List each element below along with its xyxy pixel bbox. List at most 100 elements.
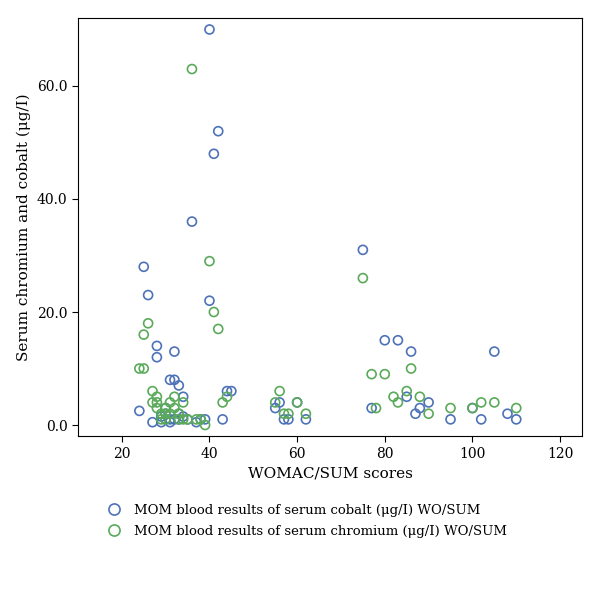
Point [170,415,179,424]
Point [152,398,161,407]
Y-axis label: Serum chromium and cobalt (μg/I): Serum chromium and cobalt (μg/I) [17,93,31,361]
Point [161,409,170,419]
Point [406,364,416,373]
Point [205,25,214,35]
Point [358,245,368,255]
X-axis label: WOMAC/SUM scores: WOMAC/SUM scores [248,466,412,481]
Point [209,149,218,159]
Point [292,398,302,407]
Point [148,418,157,427]
Point [161,415,170,424]
Point [157,409,166,419]
Point [279,409,289,419]
Point [139,330,149,339]
Point [134,406,144,416]
Point [275,398,284,407]
Point [367,403,376,413]
Point [178,398,188,407]
Point [196,415,206,424]
Point [165,375,175,385]
Point [284,409,293,419]
Point [415,392,425,402]
Point [165,415,175,424]
Point [503,409,512,419]
Point [174,415,184,424]
Point [358,273,368,283]
Point [148,386,157,396]
Point [222,386,232,396]
Point [402,386,412,396]
Point [143,319,153,328]
Point [161,403,170,413]
Point [200,420,210,430]
Point [165,409,175,419]
Point [143,290,153,300]
Point [157,415,166,424]
Point [191,418,201,427]
Point [214,324,223,334]
Point [476,415,486,424]
Point [410,409,420,419]
Point [174,409,184,419]
Point [271,403,280,413]
Point [191,415,201,424]
Point [152,392,161,402]
Point [292,398,302,407]
Point [218,415,227,424]
Point [209,307,218,317]
Point [161,409,170,419]
Point [301,415,311,424]
Point [490,398,499,407]
Point [196,415,206,424]
Point [170,347,179,356]
Point [402,392,412,402]
Point [446,403,455,413]
Point [227,386,236,396]
Point [415,403,425,413]
Point [148,398,157,407]
Point [165,418,175,427]
Point [205,256,214,266]
Point [200,415,210,424]
Point [393,398,403,407]
Point [174,415,184,424]
Point [187,217,197,227]
Point [161,403,170,413]
Point [279,415,289,424]
Point [275,386,284,396]
Point [170,375,179,385]
Point [152,352,161,362]
Point [187,64,197,74]
Point [301,409,311,419]
Point [170,392,179,402]
Point [183,415,193,424]
Point [467,403,477,413]
Point [284,415,293,424]
Point [161,415,170,424]
Point [157,411,166,421]
Point [371,403,381,413]
Point [367,369,376,379]
Point [165,398,175,407]
Point [424,398,433,407]
Point [446,415,455,424]
Point [134,364,144,373]
Point [380,369,389,379]
Point [511,403,521,413]
Point [218,398,227,407]
Point [393,335,403,345]
Point [476,398,486,407]
Point [183,415,193,424]
Point [174,381,184,390]
Legend: MOM blood results of serum cobalt (μg/I) WO/SUM, MOM blood results of serum chro: MOM blood results of serum cobalt (μg/I)… [95,498,514,544]
Point [152,403,161,413]
Point [178,415,188,424]
Point [222,392,232,402]
Point [424,409,433,419]
Point [205,296,214,305]
Point [178,411,188,421]
Point [380,335,389,345]
Point [406,347,416,356]
Point [152,341,161,351]
Point [389,392,398,402]
